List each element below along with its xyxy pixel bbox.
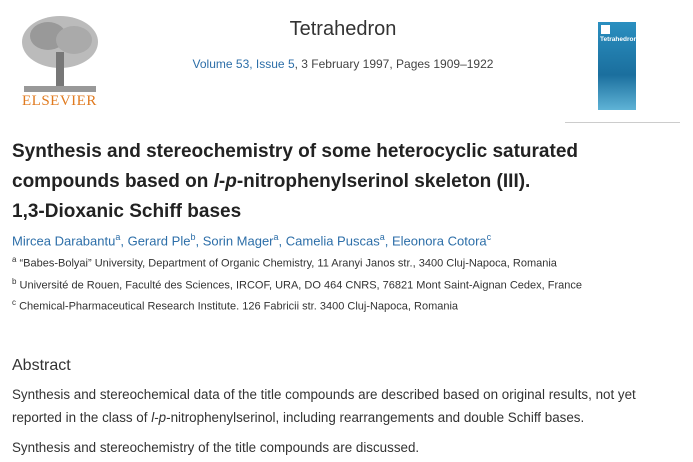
abstract-paragraph: Synthesis and stereochemistry of the tit…	[12, 440, 420, 455]
author-name[interactable]: Gerard Ple	[127, 233, 191, 249]
title-italic: p	[225, 171, 237, 192]
author-name[interactable]: Camelia Puscas	[285, 233, 380, 249]
journal-cover[interactable]: Tetrahedron	[598, 22, 638, 110]
header-rule	[565, 122, 680, 123]
title-italic: l	[213, 171, 219, 192]
author-name[interactable]: Eleonora Cotora	[391, 233, 487, 249]
author-affiliation: b	[190, 232, 196, 242]
author-separator: ,	[120, 233, 128, 249]
affiliation-mark: a	[12, 255, 17, 264]
issue-info: Volume 53, Issue 5, 3 February 1997, Pag…	[150, 57, 536, 71]
author-affiliation: a	[379, 232, 385, 242]
title-text: -	[218, 171, 226, 192]
text: -	[154, 410, 159, 425]
affiliation: c Chemical-Pharmaceutical Research Insti…	[12, 298, 458, 313]
affiliation: a “Babes-Bolyai” University, Department …	[12, 255, 557, 270]
cover-title: Tetrahedron	[600, 36, 638, 43]
author-name[interactable]: Sorin Mager	[202, 233, 274, 249]
author-separator: ,	[278, 233, 286, 249]
italic: l	[151, 410, 155, 425]
affiliation-text: “Babes-Bolyai” University, Department of…	[19, 257, 557, 270]
author-affiliation: c	[486, 232, 492, 242]
publisher-logo: ELSEVIER	[22, 93, 97, 109]
volume-link[interactable]: Volume 53	[192, 57, 250, 71]
abstract-heading: Abstract	[12, 357, 71, 374]
affiliation-mark: c	[12, 298, 16, 307]
text: -nitrophenylserinol, including rearrange…	[166, 410, 585, 425]
author-separator: ,	[195, 233, 203, 249]
title-text: 1,3-Dioxanic Schiff bases	[12, 201, 242, 222]
title-text: Synthesis and stereochemistry of some he…	[12, 141, 578, 192]
author-affiliation: a	[273, 232, 279, 242]
issue-details: , 3 February 1997, Pages 1909–1922	[294, 57, 494, 71]
separator: ,	[249, 57, 256, 71]
affiliation: b Université de Rouen, Faculté des Scien…	[12, 277, 582, 292]
affiliation-text: Chemical-Pharmaceutical Research Institu…	[19, 300, 459, 313]
cover-badge	[601, 25, 610, 34]
affiliation-text: Université de Rouen, Faculté des Science…	[19, 279, 582, 292]
issue-link[interactable]: Issue 5	[255, 57, 295, 71]
italic: p	[158, 410, 167, 425]
article-title: Synthesis and stereochemistry of some he…	[12, 137, 652, 227]
title-text: -nitrophenylserinol skeleton (III).	[236, 171, 531, 192]
publisher-tree	[22, 16, 98, 92]
abstract-paragraph: Synthesis and stereochemical data of the…	[12, 383, 687, 429]
author-list: Mircea Darabantua, Gerard Pleb, Sorin Ma…	[12, 232, 491, 248]
text: Synthesis and stereochemical data of the…	[12, 387, 636, 425]
affiliation-mark: b	[12, 277, 17, 286]
author-separator: ,	[384, 233, 392, 249]
journal-name[interactable]: Tetrahedron	[289, 18, 397, 40]
author-name[interactable]: Mircea Darabantu	[12, 233, 116, 249]
author-affiliation: a	[115, 232, 121, 242]
